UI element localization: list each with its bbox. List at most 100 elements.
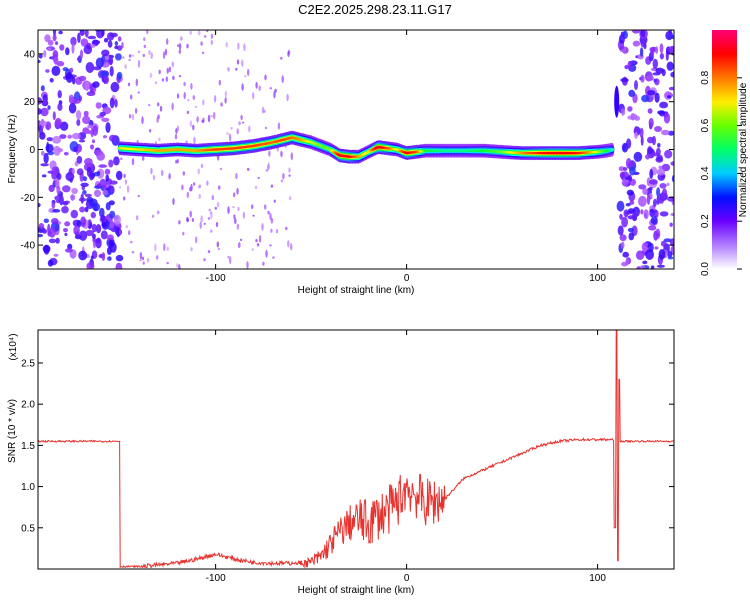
noise-speckle (619, 234, 627, 242)
noise-streak (166, 262, 169, 265)
noise-speckle (63, 228, 68, 233)
noise-streak (217, 247, 220, 251)
noise-streak (142, 53, 145, 58)
noise-speckle (106, 32, 115, 41)
noise-speckle (43, 50, 47, 58)
noise-streak (254, 185, 258, 189)
noise-speckle (67, 134, 72, 139)
noise-speckle (107, 256, 112, 261)
noise-streak (269, 213, 272, 220)
noise-streak (248, 125, 251, 133)
noise-streak (267, 162, 270, 170)
noise-speckle (84, 80, 90, 92)
noise-streak (251, 204, 254, 209)
noise-speckle (52, 111, 56, 121)
noise-streak (227, 67, 230, 72)
noise-streak (203, 258, 206, 262)
noise-streak (241, 59, 244, 67)
noise-streak (186, 216, 189, 222)
noise-speckle (663, 112, 671, 124)
noise-speckle (91, 223, 97, 233)
noise-speckle (645, 154, 650, 160)
noise-streak (275, 229, 279, 234)
noise-speckle (40, 150, 45, 156)
noise-speckle (70, 194, 75, 201)
noise-speckle (654, 92, 660, 103)
noise-speckle (646, 193, 651, 205)
noise-speckle (52, 136, 62, 144)
noise-streak (119, 186, 122, 189)
spectrogram-y-ticks: -40 -20 0 20 40 (21, 49, 674, 252)
ridge-edge-spike (614, 85, 620, 118)
noise-streak (210, 33, 214, 39)
noise-streak (189, 120, 192, 128)
noise-speckle (625, 158, 632, 169)
x-tick-label: 0 (404, 573, 410, 584)
noise-speckle (666, 61, 674, 71)
noise-streak (194, 105, 198, 109)
noise-speckle (655, 156, 664, 163)
noise-streak (262, 261, 265, 266)
noise-streak (255, 81, 258, 89)
snr-y-ticks: 0.5 1.0 1.5 2.0 2.5 (21, 358, 674, 534)
noise-streak (255, 239, 258, 243)
noise-streak (235, 67, 238, 71)
snr-x-ticks: -100 0 100 (206, 330, 606, 584)
noise-streak (166, 246, 169, 251)
noise-speckle (87, 130, 92, 135)
noise-streak (230, 127, 233, 130)
noise-speckle (78, 32, 86, 35)
noise-speckle (629, 200, 635, 205)
noise-streak (168, 173, 171, 180)
noise-speckle (43, 218, 49, 224)
noise-streak (192, 182, 196, 186)
noise-speckle (114, 98, 118, 108)
colorbar-label: Normalized spectral amplitude (738, 82, 749, 217)
noise-streak (120, 157, 123, 160)
noise-streak (210, 39, 213, 46)
noise-streak (142, 155, 145, 161)
noise-streak (166, 38, 169, 45)
noise-streak (252, 214, 255, 217)
noise-speckle (640, 135, 644, 146)
y-tick-label: 40 (24, 49, 36, 60)
noise-streak (168, 66, 172, 73)
noise-streak (128, 58, 131, 62)
noise-speckle (86, 262, 95, 269)
noise-streak (148, 50, 151, 55)
noise-streak (270, 184, 274, 188)
noise-speckle (41, 99, 48, 106)
noise-speckle (653, 198, 657, 207)
noise-speckle (660, 240, 667, 247)
noise-streak (193, 136, 196, 144)
noise-speckle (77, 32, 81, 43)
noise-speckle (647, 136, 654, 144)
noise-speckle (48, 227, 56, 238)
noise-streak (189, 186, 192, 192)
noise-streak (178, 49, 181, 54)
noise-speckle (98, 164, 108, 168)
noise-streak (148, 128, 152, 133)
noise-streak (207, 217, 211, 220)
noise-speckle (628, 232, 635, 241)
noise-streak (210, 114, 213, 118)
noise-speckle (655, 228, 661, 240)
noise-speckle (647, 90, 656, 96)
noise-speckle (639, 127, 644, 138)
noise-streak (236, 128, 239, 135)
noise-streak (146, 30, 149, 35)
noise-streak (215, 221, 219, 228)
noise-streak (123, 196, 126, 201)
noise-speckle (631, 212, 637, 222)
noise-speckle (654, 246, 659, 250)
noise-speckle (621, 179, 629, 187)
noise-streak (287, 240, 290, 248)
noise-streak (137, 194, 140, 198)
noise-speckle (45, 143, 54, 153)
noise-speckle (38, 223, 45, 229)
colorbar-tick-label: 0.4 (700, 166, 711, 180)
noise-streak (127, 82, 131, 87)
noise-streak (166, 67, 169, 74)
noise-speckle (627, 174, 633, 183)
